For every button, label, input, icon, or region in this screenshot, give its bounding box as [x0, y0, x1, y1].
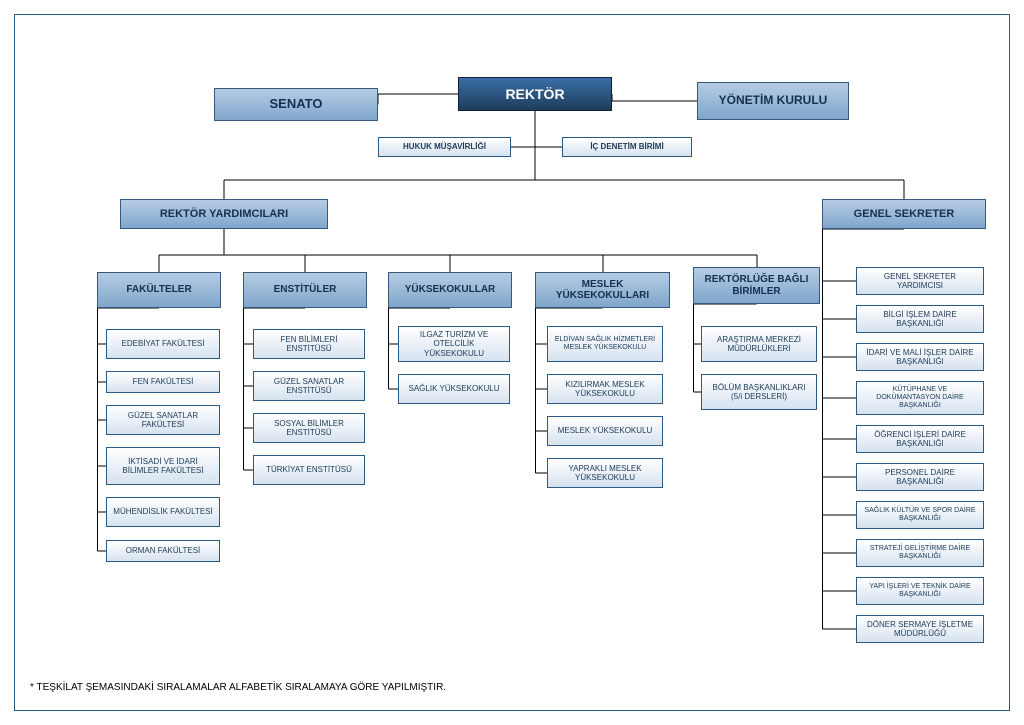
node-en3: SOSYAL BİLİMLER ENSTİTÜSÜ	[253, 413, 365, 443]
node-gs2: BİLGİ İŞLEM DAİRE BAŞKANLIĞI	[856, 305, 984, 333]
node-rb2: BÖLÜM BAŞKANLIKLARI (5/i DERSLERİ)	[701, 374, 817, 410]
node-my2: KIZILIRMAK MESLEK YÜKSEKOKULU	[547, 374, 663, 404]
node-yonetim: YÖNETİM KURULU	[697, 82, 849, 120]
node-fak2: FEN FAKÜLTESİ	[106, 371, 220, 393]
node-en4: TÜRKİYAT ENSTİTÜSÜ	[253, 455, 365, 485]
footnote-text: * TEŞKİLAT ŞEMASINDAKİ SIRALAMALAR ALFAB…	[30, 682, 446, 693]
node-gs6: PERSONEL DAİRE BAŞKANLIĞI	[856, 463, 984, 491]
node-gensek: GENEL SEKRETER	[822, 199, 986, 229]
node-fak: FAKÜLTELER	[97, 272, 221, 308]
node-hukuk: HUKUK MÜŞAVİRLİĞİ	[378, 137, 511, 157]
node-fak3: GÜZEL SANATLAR FAKÜLTESİ	[106, 405, 220, 435]
node-enst: ENSTİTÜLER	[243, 272, 367, 308]
node-gs10: DÖNER SERMAYE İŞLETME MÜDÜRLÜĞÜ	[856, 615, 984, 643]
node-rbagli: REKTÖRLÜĞE BAĞLI BİRİMLER	[693, 267, 820, 304]
node-my4: YAPRAKLI MESLEK YÜKSEKOKULU	[547, 458, 663, 488]
node-fak5: MÜHENDİSLİK FAKÜLTESİ	[106, 497, 220, 527]
node-fak1: EDEBİYAT FAKÜLTESİ	[106, 329, 220, 359]
node-icdenet: İÇ DENETİM BİRİMİ	[562, 137, 692, 157]
node-gs8: STRATEJİ GELİŞTİRME DAİRE BAŞKANLIĞI	[856, 539, 984, 567]
node-senato: SENATO	[214, 88, 378, 121]
node-rektor: REKTÖR	[458, 77, 612, 111]
node-fak4: İKTİSADİ VE İDARİ BİLİMLER FAKÜLTESİ	[106, 447, 220, 485]
node-gs5: ÖĞRENCİ İŞLERİ DAİRE BAŞKANLIĞI	[856, 425, 984, 453]
node-gs7: SAĞLIK KÜLTÜR VE SPOR DAİRE BAŞKANLIĞI	[856, 501, 984, 529]
node-my1: ELDİVAN SAĞLIK HİZMETLERİ MESLEK YÜKSEKO…	[547, 326, 663, 362]
node-gs4: KÜTÜPHANE VE DOKÜMANTASYON DAİRE BAŞKANL…	[856, 381, 984, 415]
node-gs9: YAPI İŞLERİ VE TEKNİK DAİRE BAŞKANLIĞI	[856, 577, 984, 605]
node-yuksek: YÜKSEKOKULLAR	[388, 272, 512, 308]
node-gs3: İDARİ VE MALİ İŞLER DAİRE BAŞKANLIĞI	[856, 343, 984, 371]
node-en2: GÜZEL SANATLAR ENSTİTÜSÜ	[253, 371, 365, 401]
node-rekyrd: REKTÖR YARDIMCILARI	[120, 199, 328, 229]
node-my3: MESLEK YÜKSEKOKULU	[547, 416, 663, 446]
node-en1: FEN BİLİMLERİ ENSTİTÜSÜ	[253, 329, 365, 359]
node-meslek: MESLEK YÜKSEKOKULLARI	[535, 272, 670, 308]
org-chart-page: REKTÖR SENATO YÖNETİM KURULU HUKUK MÜŞAVİRL…	[0, 0, 1024, 725]
node-rb1: ARAŞTIRMA MERKEZİ MÜDÜRLÜKLERİ	[701, 326, 817, 362]
node-gs1: GENEL SEKRETER YARDIMCISI	[856, 267, 984, 295]
node-yo1: ILGAZ TURİZM VE OTELCİLİK YÜKSEKOKULU	[398, 326, 510, 362]
node-yo2: SAĞLIK YÜKSEKOKULU	[398, 374, 510, 404]
node-fak6: ORMAN FAKÜLTESİ	[106, 540, 220, 562]
